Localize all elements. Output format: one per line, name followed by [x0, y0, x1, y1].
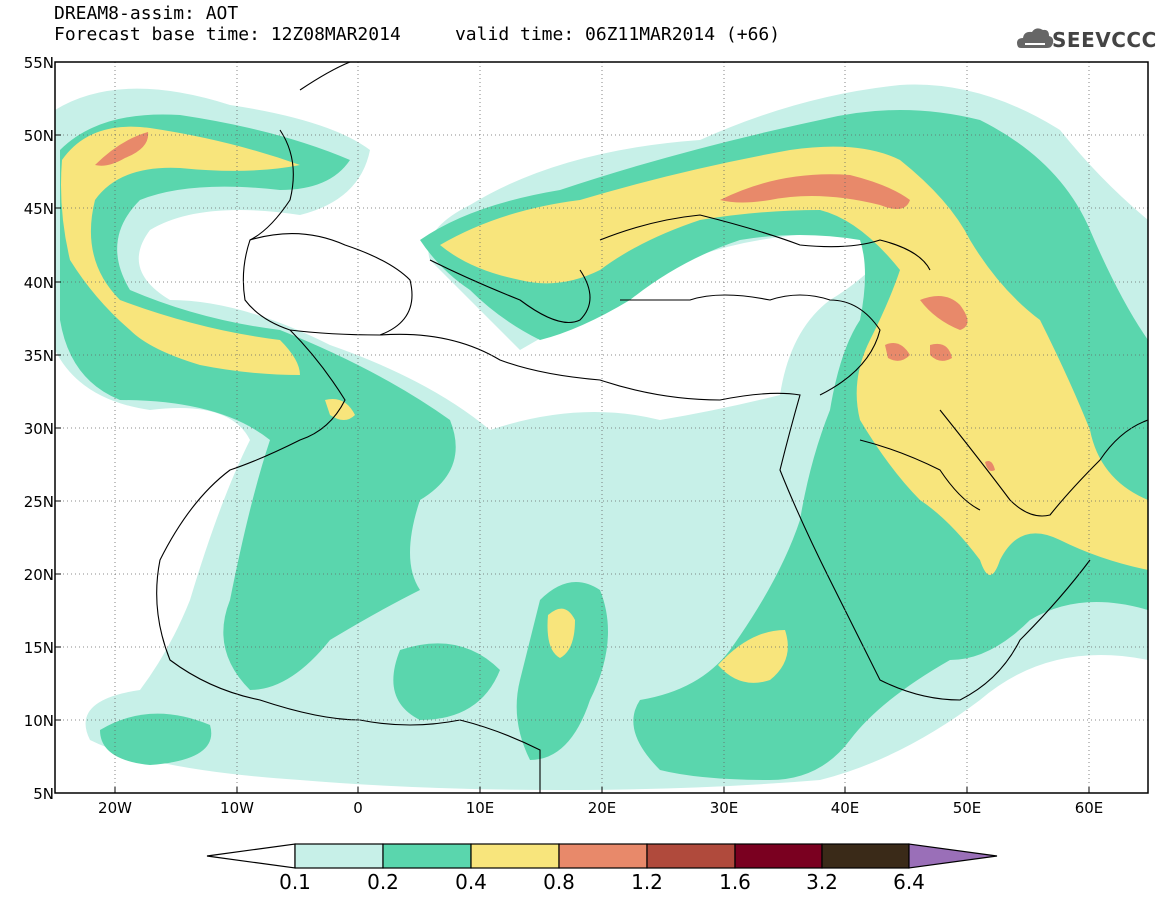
- aot-level-0.4: [61, 126, 1148, 683]
- lat-label: 30N: [23, 420, 54, 438]
- lat-label: 25N: [23, 493, 54, 511]
- axis-ticks: [55, 134, 1090, 793]
- lon-label: 60E: [1074, 799, 1104, 817]
- lat-label: 15N: [23, 639, 54, 657]
- lat-label: 40N: [23, 274, 54, 292]
- colorbar-label: 0.4: [455, 870, 487, 894]
- colorbar-label: 3.2: [806, 870, 838, 894]
- lon-label: 20E: [587, 799, 617, 817]
- colorbar-label: 6.4: [893, 870, 925, 894]
- lat-label: 20N: [23, 566, 54, 584]
- lon-label: 20W: [98, 799, 132, 817]
- colorbar-label: 0.2: [367, 870, 399, 894]
- lat-label: 50N: [23, 127, 54, 145]
- lat-label: 55N: [23, 54, 54, 72]
- colorbar-label: 1.2: [631, 870, 663, 894]
- colorbar-label: 0.8: [543, 870, 575, 894]
- lon-label: 10W: [220, 799, 254, 817]
- lat-label: 45N: [23, 200, 54, 218]
- lon-label: 50E: [952, 799, 982, 817]
- lon-label: 10E: [465, 799, 495, 817]
- aot-level-0.8: [95, 132, 995, 471]
- lon-label: 40E: [830, 799, 860, 817]
- cloud-logo-icon: [1017, 28, 1054, 48]
- logo-text: SEEVCCC: [1052, 28, 1157, 52]
- aot-field: [55, 84, 1148, 790]
- colorbar-label: 0.1: [279, 870, 311, 894]
- lon-label: 0: [353, 799, 363, 817]
- lat-label: 5N: [33, 785, 54, 803]
- coastlines: [156, 62, 1148, 793]
- lat-label: 35N: [23, 347, 54, 365]
- chart-title: DREAM8-assim: AOT: [54, 3, 239, 24]
- forecast-time-line: Forecast base time: 12Z08MAR2014 valid t…: [54, 24, 781, 45]
- colorbar-label: 1.6: [719, 870, 751, 894]
- lat-label: 10N: [23, 712, 54, 730]
- lon-label: 30E: [709, 799, 739, 817]
